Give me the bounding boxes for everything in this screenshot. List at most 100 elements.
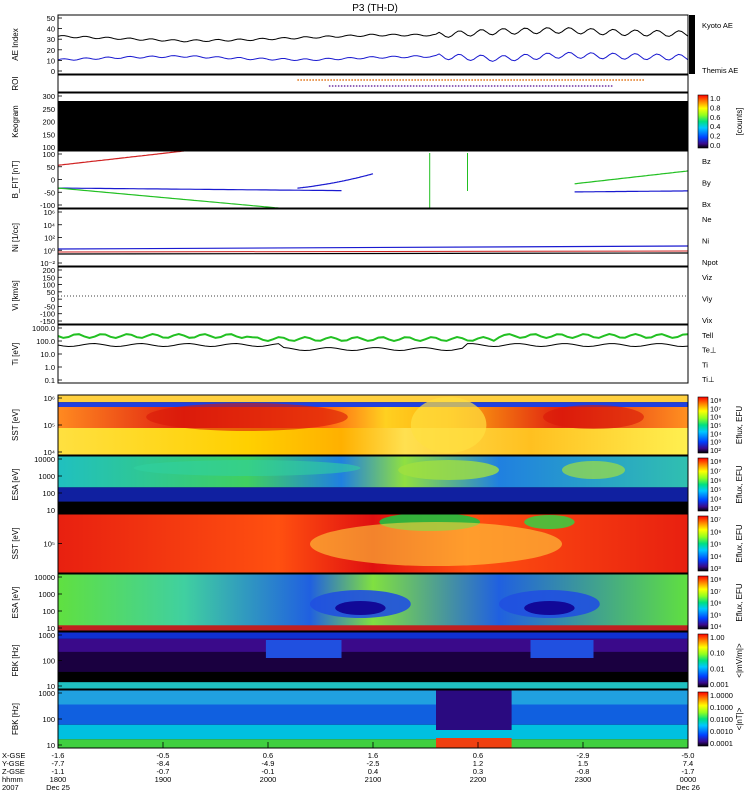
spectrogram-band (58, 632, 688, 639)
x-axis-value: -0.1 (262, 767, 275, 776)
ae-ylabel: AE Index (11, 28, 20, 60)
x-axis-value: 1900 (155, 775, 172, 784)
x-axis-value: -2.5 (367, 759, 380, 768)
vi-ytick: 200 (42, 266, 55, 275)
x-axis-row-label: 2007 (2, 783, 19, 792)
sst1-colorbar-tick: 10⁶ (710, 413, 721, 422)
bfit-legend-entry: Bx (702, 200, 711, 209)
x-axis-value: -1.1 (52, 767, 65, 776)
spectrogram-band (58, 395, 688, 403)
x-axis-value: 1.6 (368, 751, 378, 760)
spectrogram-feature (310, 522, 562, 566)
ti-ytick: 10.0 (40, 350, 55, 359)
spectrogram-feature (524, 515, 575, 529)
fbk1-ylabel: FBK [Hz] (11, 644, 20, 676)
keogram-colorbar-tick: 0.6 (710, 113, 720, 122)
keogram-colorbar-label: [counts] (735, 107, 744, 135)
fbk1-ytick: 10 (47, 682, 55, 691)
x-axis-value: 1800 (50, 775, 67, 784)
x-axis-value: -8.4 (157, 759, 170, 768)
roi-background (58, 75, 688, 92)
bfit-ytick: -50 (44, 188, 55, 197)
bfit-ytick: 100 (42, 150, 55, 159)
x-axis-value: 2200 (470, 775, 487, 784)
sst1-ytick: 10⁴ (43, 448, 55, 457)
esa2-colorbar (697, 575, 709, 630)
x-axis-row-label: Z-GSE (2, 767, 25, 776)
esa2-colorbar-label: Eflux, EFU (735, 583, 744, 621)
sst1-colorbar-tick: 10⁷ (710, 404, 721, 413)
vi-frame (57, 266, 689, 325)
esa1-colorbar-tick: 10⁵ (710, 485, 721, 494)
ni-ytick: 10⁶ (44, 208, 55, 217)
sst1-ylabel: SST [eV] (11, 409, 20, 441)
vi-ytick: 150 (42, 273, 55, 282)
ti-ytick: 100.0 (36, 337, 55, 346)
ti-ytick: 1.0 (45, 363, 55, 372)
fbk2-colorbar-tick: 1.0000 (710, 691, 733, 700)
ae-legend-entry: Kyoto AE (702, 21, 733, 30)
esa2-ytick: 10 (47, 624, 55, 633)
x-axis-row-label: X-GSE (2, 751, 25, 760)
esa1-ytick: 10000 (34, 455, 55, 464)
spectrogram-feature (562, 461, 625, 479)
esa2-colorbar-tick: 10⁵ (710, 610, 721, 619)
spectrogram-feature (530, 640, 594, 658)
sst1-colorbar (697, 396, 709, 454)
vi-legend-entry: Viz (702, 273, 713, 282)
bfit-ytick: 50 (47, 163, 55, 172)
vi-ytick: -50 (44, 302, 55, 311)
fbk1-colorbar-label: <|mV/m|> (735, 643, 744, 678)
sst2-colorbar-label: Eflux, EFU (735, 524, 744, 562)
ni-line (57, 252, 689, 255)
sst1-colorbar-tick: 10⁴ (710, 429, 722, 438)
ni-ytick: 10² (44, 234, 55, 243)
fbk1-ytick: 100 (42, 657, 55, 666)
esa1-ytick: 10 (47, 506, 55, 515)
fbk2-ytick: 10 (47, 741, 55, 750)
roi-frame (57, 74, 689, 93)
keogram-colorbar-tick: 0.0 (710, 141, 720, 150)
x-axis-value: -5.0 (682, 751, 695, 760)
esa1-ytick: 100 (42, 489, 55, 498)
ae-ytick: 40 (47, 25, 55, 34)
fbk1-colorbar-tick: 0.10 (710, 649, 725, 658)
fbk1-colorbar (697, 633, 709, 688)
ti-line (57, 332, 689, 343)
sst1-ytick: 10⁶ (44, 394, 55, 403)
ni-ytick: 10⁻² (40, 259, 55, 268)
x-axis-value: -1.7 (682, 767, 695, 776)
fbk2-colorbar-label: <|nT|> (735, 707, 744, 730)
x-axis-value: -4.9 (262, 759, 275, 768)
keogram-ytick: 200 (42, 118, 55, 127)
fbk2-ytick: 100 (42, 715, 55, 724)
sst2-ytick: 10⁵ (44, 540, 55, 549)
bz-line (57, 150, 185, 166)
sst2-colorbar-tick: 10³ (710, 564, 721, 573)
spectrogram-band (58, 625, 688, 631)
ti-legend-entry: Te⊥ (702, 346, 717, 355)
ae-ytick: 0 (51, 67, 55, 76)
roi-ylabel: ROI (11, 76, 20, 90)
x-axis-row-label: Y-GSE (2, 759, 25, 768)
x-axis-value: 0.4 (368, 767, 378, 776)
esa1-colorbar-tick: 10⁴ (710, 495, 722, 504)
ni-legend-entry: Ne (702, 215, 712, 224)
fbk1-colorbar-tick: 0.01 (710, 664, 725, 673)
keogram-colorbar-tick: 0.4 (710, 122, 720, 131)
spectrogram-feature (410, 397, 487, 453)
sst1-colorbar-tick: 10³ (710, 438, 721, 447)
keogram-colorbar-tick: 0.2 (710, 132, 720, 141)
esa1-colorbar-tick: 10⁸ (710, 457, 722, 466)
ae-frame (57, 14, 689, 75)
vi-background (58, 267, 688, 324)
fbk1-colorbar-tick: 1.00 (710, 633, 725, 642)
esa2-ytick: 100 (42, 607, 55, 616)
ae-ytick: 20 (47, 46, 55, 55)
themis-ae-line (57, 51, 689, 62)
x-axis-value: 1.2 (473, 759, 483, 768)
x-axis-value: 0000 (680, 775, 697, 784)
x-axis-value: -0.8 (577, 767, 590, 776)
kyoto-ae-line (57, 27, 689, 43)
spectrogram-feature (398, 460, 499, 480)
